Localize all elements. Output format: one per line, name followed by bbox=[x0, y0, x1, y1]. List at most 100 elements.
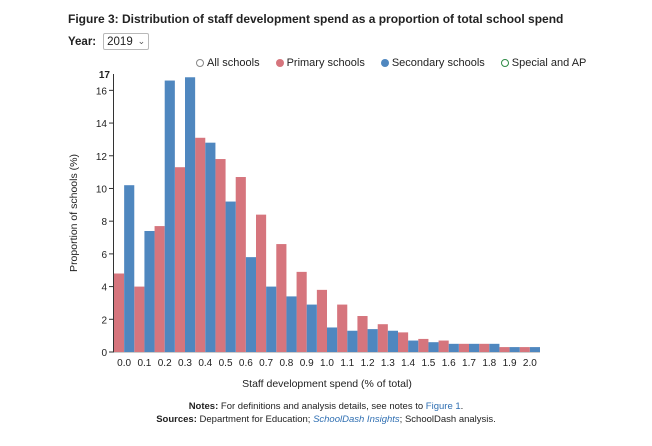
bar-primary-1.8 bbox=[479, 343, 490, 352]
x-tick-label-0.9: 0.9 bbox=[300, 358, 314, 369]
legend-item-primary-schools[interactable]: Primary schools bbox=[275, 57, 365, 69]
bar-primary-1.9 bbox=[499, 347, 510, 352]
x-axis-title: Staff development spend (% of total) bbox=[242, 378, 412, 390]
x-tick-label-0.5: 0.5 bbox=[219, 358, 233, 369]
legend-label-secondary-schools: Secondary schools bbox=[391, 57, 485, 69]
bar-secondary-1.5 bbox=[428, 342, 439, 352]
bar-secondary-0.0 bbox=[124, 185, 135, 352]
bar-primary-1.4 bbox=[398, 332, 409, 352]
schooldash-insights-link[interactable]: SchoolDash Insights bbox=[313, 414, 400, 425]
notes-label: Notes: bbox=[188, 401, 219, 412]
y-max-label: 17 bbox=[99, 70, 111, 81]
x-tick-label-1.1: 1.1 bbox=[340, 358, 354, 369]
bar-primary-1.7 bbox=[458, 343, 469, 352]
bar-secondary-0.3 bbox=[185, 77, 196, 353]
y-tick-label-16: 16 bbox=[96, 86, 108, 97]
bar-primary-1.3 bbox=[377, 324, 388, 352]
figure-1-link[interactable]: Figure 1 bbox=[425, 401, 461, 412]
bar-primary-1.1 bbox=[337, 304, 348, 352]
bar-secondary-1.2 bbox=[367, 329, 378, 352]
y-tick-label-14: 14 bbox=[96, 119, 108, 130]
bar-primary-1.5 bbox=[418, 338, 429, 352]
legend-marker-all-schools bbox=[196, 59, 204, 67]
bar-secondary-0.6 bbox=[245, 257, 256, 352]
x-tick-label-1.5: 1.5 bbox=[421, 358, 435, 369]
legend-marker-special-ap bbox=[500, 59, 509, 67]
bar-secondary-1.7 bbox=[469, 343, 480, 352]
year-filter: Year: 2019 ⌄ bbox=[68, 33, 150, 50]
chevron-down-icon: ⌄ bbox=[137, 36, 146, 46]
x-tick-label-1.3: 1.3 bbox=[381, 358, 395, 369]
y-tick-label-4: 4 bbox=[101, 283, 107, 294]
x-tick-label-1.7: 1.7 bbox=[462, 358, 476, 369]
figure-title: Figure 3: Distribution of staff developm… bbox=[68, 12, 564, 26]
legend-marker-secondary-schools bbox=[380, 59, 389, 67]
bar-primary-0.9 bbox=[296, 271, 307, 352]
bar-secondary-1.4 bbox=[408, 340, 419, 352]
bar-secondary-0.4 bbox=[205, 142, 216, 352]
x-tick-label-0.8: 0.8 bbox=[279, 358, 293, 369]
legend-marker-primary-schools bbox=[275, 59, 284, 67]
sources-line: Sources: Department for Education; Schoo… bbox=[0, 414, 652, 425]
bar-secondary-0.5 bbox=[225, 201, 236, 352]
x-tick-label-0.7: 0.7 bbox=[259, 358, 273, 369]
bar-secondary-2.0 bbox=[529, 347, 540, 352]
bar-primary-0.0 bbox=[114, 273, 125, 352]
bar-primary-0.6 bbox=[235, 177, 246, 352]
legend-item-all-schools[interactable]: All schools bbox=[196, 57, 260, 69]
legend-label-special-ap: Special and AP bbox=[511, 57, 587, 69]
bar-secondary-0.2 bbox=[164, 80, 175, 352]
bar-primary-0.5 bbox=[215, 159, 226, 352]
year-label: Year: bbox=[68, 35, 97, 48]
bar-secondary-0.7 bbox=[266, 286, 277, 352]
y-tick-label-8: 8 bbox=[101, 217, 107, 228]
year-select-value: 2019 bbox=[107, 35, 133, 48]
y-tick-label-2: 2 bbox=[101, 315, 107, 326]
x-tick-label-1.6: 1.6 bbox=[442, 358, 456, 369]
sources-label: Sources: bbox=[156, 414, 197, 425]
bar-primary-1.6 bbox=[438, 340, 449, 352]
x-tick-label-1.4: 1.4 bbox=[401, 358, 415, 369]
bar-primary-0.3 bbox=[174, 167, 185, 352]
bar-secondary-0.8 bbox=[286, 296, 297, 352]
x-tick-label-0.3: 0.3 bbox=[178, 358, 192, 369]
bar-secondary-1.9 bbox=[509, 347, 520, 352]
legend-label-primary-schools: Primary schools bbox=[286, 57, 365, 69]
x-tick-label-1.0: 1.0 bbox=[320, 358, 334, 369]
bar-secondary-1.6 bbox=[448, 343, 459, 352]
legend-item-secondary-schools[interactable]: Secondary schools bbox=[380, 57, 485, 69]
x-tick-label-1.9: 1.9 bbox=[503, 358, 517, 369]
bar-primary-0.2 bbox=[154, 226, 165, 352]
bar-primary-1.2 bbox=[357, 316, 368, 352]
bar-primary-0.7 bbox=[256, 214, 267, 352]
x-tick-label-0.2: 0.2 bbox=[158, 358, 172, 369]
bar-primary-2.0 bbox=[519, 347, 530, 352]
y-tick-label-0: 0 bbox=[101, 348, 107, 359]
y-tick-label-12: 12 bbox=[96, 152, 108, 163]
year-select[interactable]: 2019 ⌄ bbox=[103, 33, 150, 50]
legend-label-all-schools: All schools bbox=[207, 57, 260, 69]
bar-primary-0.4 bbox=[195, 137, 206, 352]
y-tick-label-10: 10 bbox=[96, 184, 108, 195]
y-tick-label-6: 6 bbox=[101, 250, 107, 261]
bar-secondary-0.9 bbox=[306, 304, 317, 352]
x-tick-label-0.4: 0.4 bbox=[198, 358, 212, 369]
x-tick-label-0.6: 0.6 bbox=[239, 358, 253, 369]
x-tick-label-1.8: 1.8 bbox=[482, 358, 496, 369]
x-tick-label-0.0: 0.0 bbox=[117, 358, 131, 369]
legend-item-special-ap[interactable]: Special and AP bbox=[500, 57, 587, 69]
bar-secondary-1.1 bbox=[347, 330, 358, 352]
x-tick-label-2.0: 2.0 bbox=[523, 358, 537, 369]
bar-primary-1.0 bbox=[316, 289, 327, 352]
sources-end: ; SchoolDash analysis. bbox=[399, 414, 496, 425]
notes-end: . bbox=[460, 401, 464, 412]
bar-primary-0.1 bbox=[134, 286, 145, 352]
x-tick-label-0.1: 0.1 bbox=[137, 358, 151, 369]
bar-secondary-1.0 bbox=[327, 327, 338, 352]
bar-secondary-1.3 bbox=[387, 330, 398, 352]
chart-legend: All schools Primary schools Secondary sc… bbox=[196, 57, 586, 69]
bar-secondary-1.8 bbox=[489, 343, 500, 352]
sources-text: Department for Education; bbox=[199, 414, 311, 425]
bar-secondary-0.1 bbox=[144, 230, 155, 352]
